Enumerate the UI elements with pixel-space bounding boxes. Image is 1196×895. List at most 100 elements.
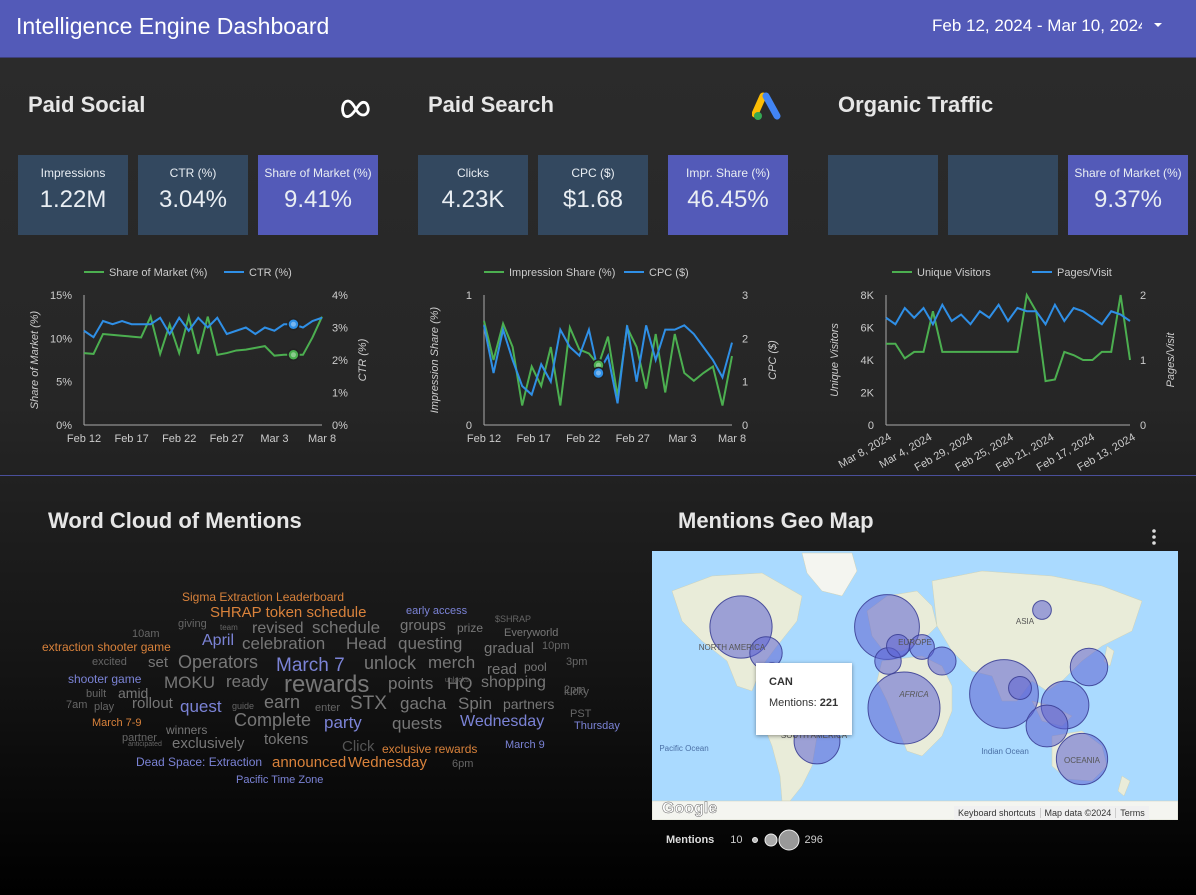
cloud-word[interactable]: 10pm <box>542 640 570 652</box>
mention-bubble[interactable] <box>867 671 941 745</box>
cloud-word[interactable]: quests <box>392 714 443 733</box>
date-range-picker[interactable]: Feb 12, 2024 - Mar 10, 2024 <box>932 16 1142 35</box>
cloud-word[interactable]: Spin <box>458 694 493 713</box>
cloud-word[interactable]: shooter game <box>68 672 142 686</box>
cloud-word[interactable]: rewards <box>284 671 370 698</box>
cloud-word[interactable]: PST <box>570 708 592 720</box>
cloud-word[interactable]: Pacific Time Zone <box>236 774 324 786</box>
cloud-word[interactable]: points <box>388 674 434 693</box>
cloud-word[interactable]: extraction shooter game <box>42 640 171 654</box>
cloud-word[interactable]: revised <box>252 620 304 637</box>
cloud-word[interactable]: unlock <box>364 653 417 673</box>
more-options-icon[interactable] <box>1146 528 1162 546</box>
cloud-word[interactable]: pool <box>524 660 547 674</box>
cloud-word[interactable]: Wednesday <box>460 713 545 730</box>
x-tick-label: Feb 22 <box>566 433 600 445</box>
mention-bubble[interactable] <box>1032 600 1052 620</box>
y2-axis-title: Pages/Visit <box>1165 332 1177 388</box>
legend-size-circles <box>751 829 800 851</box>
cloud-word[interactable]: built <box>86 688 107 700</box>
cloud-word[interactable]: April <box>202 632 235 649</box>
cloud-word[interactable]: guide <box>232 701 255 711</box>
mention-bubble[interactable] <box>909 634 935 660</box>
cloud-word[interactable]: lucky <box>564 686 590 698</box>
cloud-word[interactable]: SHRAP token schedule <box>210 604 367 621</box>
cloud-word[interactable]: STX <box>350 693 387 714</box>
cloud-word[interactable]: amid <box>118 685 149 701</box>
cloud-word[interactable]: announced <box>272 754 347 771</box>
kpi-cpc: CPC ($) $1.68 <box>538 155 648 235</box>
cloud-word[interactable]: celebration <box>242 634 326 653</box>
cloud-word[interactable]: Head <box>346 634 387 653</box>
cloud-word[interactable]: partner <box>122 732 157 744</box>
y-tick-label: 2K <box>861 388 875 400</box>
y-axis-title: Unique Visitors <box>829 323 841 397</box>
cloud-word[interactable]: partners <box>503 696 555 712</box>
cloud-word[interactable]: unlocks <box>445 677 469 684</box>
cloud-word[interactable]: Sigma Extraction Leaderboard <box>182 590 345 604</box>
cloud-word[interactable]: Everyworld <box>504 627 559 639</box>
keyboard-shortcuts-link[interactable]: Keyboard shortcuts <box>954 808 1041 818</box>
cloud-word[interactable]: 6pm <box>452 758 474 770</box>
cloud-word[interactable]: prize <box>457 621 484 635</box>
cloud-word[interactable]: tokens <box>264 731 309 748</box>
cloud-word[interactable]: exclusive rewards <box>382 742 478 756</box>
cloud-word[interactable]: rollout <box>132 695 173 712</box>
cloud-word[interactable]: gradual <box>484 640 535 657</box>
cloud-word[interactable]: quest <box>180 697 222 716</box>
cloud-word[interactable]: 10am <box>132 628 160 640</box>
kpi-share-of-market-organic: Share of Market (%) 9.37% <box>1068 155 1188 235</box>
cloud-word[interactable]: set <box>148 654 169 671</box>
cloud-word[interactable]: anticipated <box>128 741 162 748</box>
mention-bubble[interactable] <box>1055 732 1109 786</box>
map-label: AFRICA <box>898 690 928 699</box>
cloud-word[interactable]: exclusively <box>172 735 245 752</box>
kpi-clicks: Clicks 4.23K <box>418 155 528 235</box>
cloud-word[interactable]: 3pm <box>566 656 588 668</box>
cloud-word[interactable]: 7am <box>66 699 88 711</box>
kpi-label: CTR (%) <box>169 166 217 180</box>
cloud-word[interactable]: Operators <box>178 652 259 672</box>
cloud-word[interactable]: 2pm <box>564 684 586 696</box>
mention-bubble[interactable] <box>1008 676 1032 700</box>
cloud-word[interactable]: read <box>487 661 518 678</box>
cloud-word[interactable]: Click <box>342 738 375 755</box>
cloud-word[interactable]: early access <box>406 605 468 617</box>
cloud-word[interactable]: play <box>94 701 115 713</box>
cloud-word[interactable]: shopping <box>481 674 546 691</box>
cloud-word[interactable]: $SHRAP <box>495 614 532 624</box>
geo-map[interactable]: NORTH AMERICA EUROPE ASIA AFRICA SOUTH A… <box>652 551 1178 820</box>
series-line <box>83 315 323 339</box>
cloud-word[interactable]: enter <box>315 702 341 714</box>
cloud-word[interactable]: winners <box>166 723 208 737</box>
cloud-word[interactable]: giving <box>178 618 207 630</box>
cloud-word[interactable]: groups <box>400 617 446 634</box>
chevron-down-icon[interactable] <box>1152 19 1164 31</box>
cloud-word[interactable]: Wednesday <box>348 754 427 771</box>
hover-marker <box>287 348 300 362</box>
cloud-word[interactable]: Complete <box>234 710 312 730</box>
cloud-word[interactable]: HQ <box>447 674 473 693</box>
cloud-word[interactable]: questing <box>398 634 463 653</box>
terms-link[interactable]: Terms <box>1120 808 1145 818</box>
cloud-word[interactable]: excited <box>92 656 127 668</box>
mention-bubble[interactable] <box>1025 704 1069 748</box>
cloud-word[interactable]: March 9 <box>505 739 545 751</box>
cloud-word[interactable]: gacha <box>400 694 447 713</box>
cloud-word[interactable]: March 7-9 <box>92 717 142 729</box>
mention-bubble[interactable] <box>927 646 957 676</box>
word-cloud-title: Word Cloud of Mentions <box>48 508 302 533</box>
cloud-word[interactable]: earn <box>264 692 301 712</box>
cloud-word[interactable]: MOKU <box>164 673 215 692</box>
cloud-word[interactable]: party <box>324 713 362 732</box>
cloud-word[interactable]: March 7 <box>276 655 345 676</box>
cloud-word[interactable]: schedule <box>312 618 381 637</box>
map-canvas[interactable]: NORTH AMERICA EUROPE ASIA AFRICA SOUTH A… <box>652 551 1178 820</box>
cloud-word[interactable]: team <box>220 623 238 632</box>
cloud-word[interactable]: Dead Space: Extraction <box>136 755 263 769</box>
map-data-attribution: Map data ©2024 <box>1041 808 1117 818</box>
cloud-word[interactable]: ready <box>226 672 269 691</box>
cloud-word[interactable]: Thursday <box>574 720 620 732</box>
mention-bubble[interactable] <box>1069 647 1109 687</box>
cloud-word[interactable]: merch <box>428 653 476 672</box>
